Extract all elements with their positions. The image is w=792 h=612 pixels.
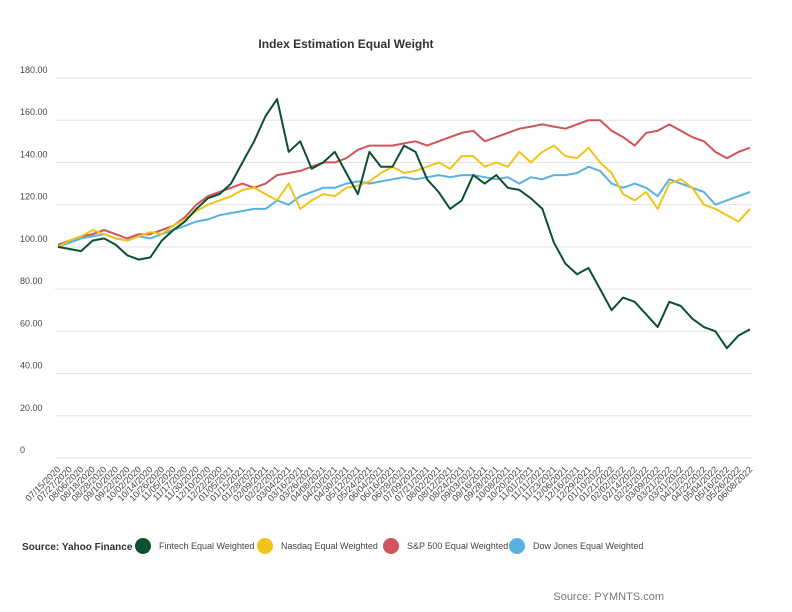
legend-label: Nasdaq Equal Weighted: [281, 541, 378, 551]
series-line: [57, 119, 751, 246]
y-tick-label: 0: [20, 445, 25, 455]
y-tick-label: 180.00: [20, 65, 48, 75]
series-line: [57, 98, 751, 350]
y-tick-label: 100.00: [20, 234, 48, 244]
y-tick-label: 120.00: [20, 192, 48, 202]
y-tick-label: 20.00: [20, 403, 43, 413]
y-tick-label: 80.00: [20, 276, 43, 286]
legend-marker: [135, 538, 151, 554]
y-tick-label: 40.00: [20, 361, 43, 371]
y-tick-label: 140.00: [20, 149, 48, 159]
chart-title: Index Estimation Equal Weight: [258, 37, 433, 51]
legend-label: S&P 500 Equal Weighted: [407, 541, 508, 551]
legend-label: Dow Jones Equal Weighted: [533, 541, 643, 551]
source: Source: Yahoo Finance: [22, 542, 133, 553]
legend-marker: [257, 538, 273, 554]
y-tick-label: 60.00: [20, 318, 43, 328]
legend-marker: [509, 538, 525, 554]
series-line: [57, 144, 751, 248]
y-tick-label: 160.00: [20, 107, 48, 117]
credit: Source: PYMNTS.com: [553, 591, 664, 603]
legend-marker: [383, 538, 399, 554]
legend-label: Fintech Equal Weighted: [159, 541, 254, 551]
